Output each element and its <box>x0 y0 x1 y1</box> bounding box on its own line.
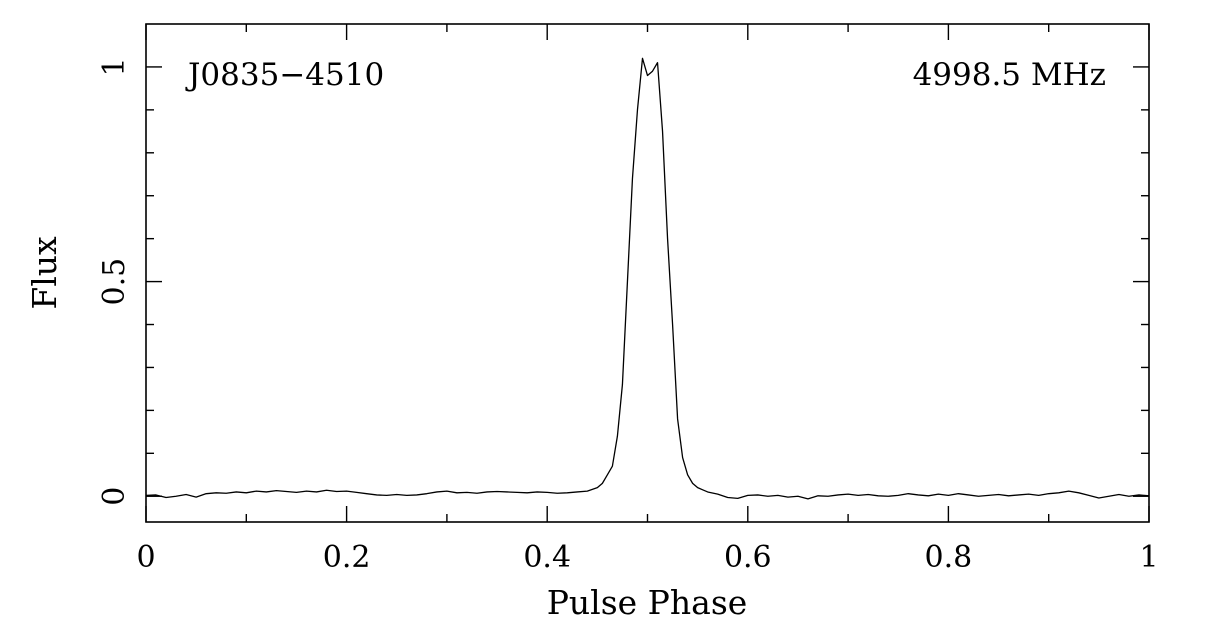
y-axis-label: Flux <box>25 236 64 310</box>
y-tick-label: 0.5 <box>97 258 132 306</box>
x-tick-label: 0 <box>136 540 155 575</box>
tick-labels: 0 0.2 0.4 0.6 0.8 1 0 0.5 1 <box>97 57 1159 575</box>
x-tick-label: 0.8 <box>925 540 973 575</box>
y-tick-label: 1 <box>97 57 132 76</box>
plot-frame <box>145 23 1150 523</box>
x-tick-label: 0.2 <box>323 540 371 575</box>
frequency-annotation: 4998.5 MHz <box>913 57 1106 93</box>
x-tick-label: 1 <box>1139 540 1158 575</box>
x-axis-label: Pulse Phase <box>547 583 748 622</box>
source-annotation: J0835−4510 <box>185 57 384 93</box>
x-tick-label: 0.6 <box>724 540 772 575</box>
flux-series-line <box>145 57 1150 500</box>
x-tick-label: 0.4 <box>523 540 571 575</box>
y-tick-label: 0 <box>97 487 132 506</box>
